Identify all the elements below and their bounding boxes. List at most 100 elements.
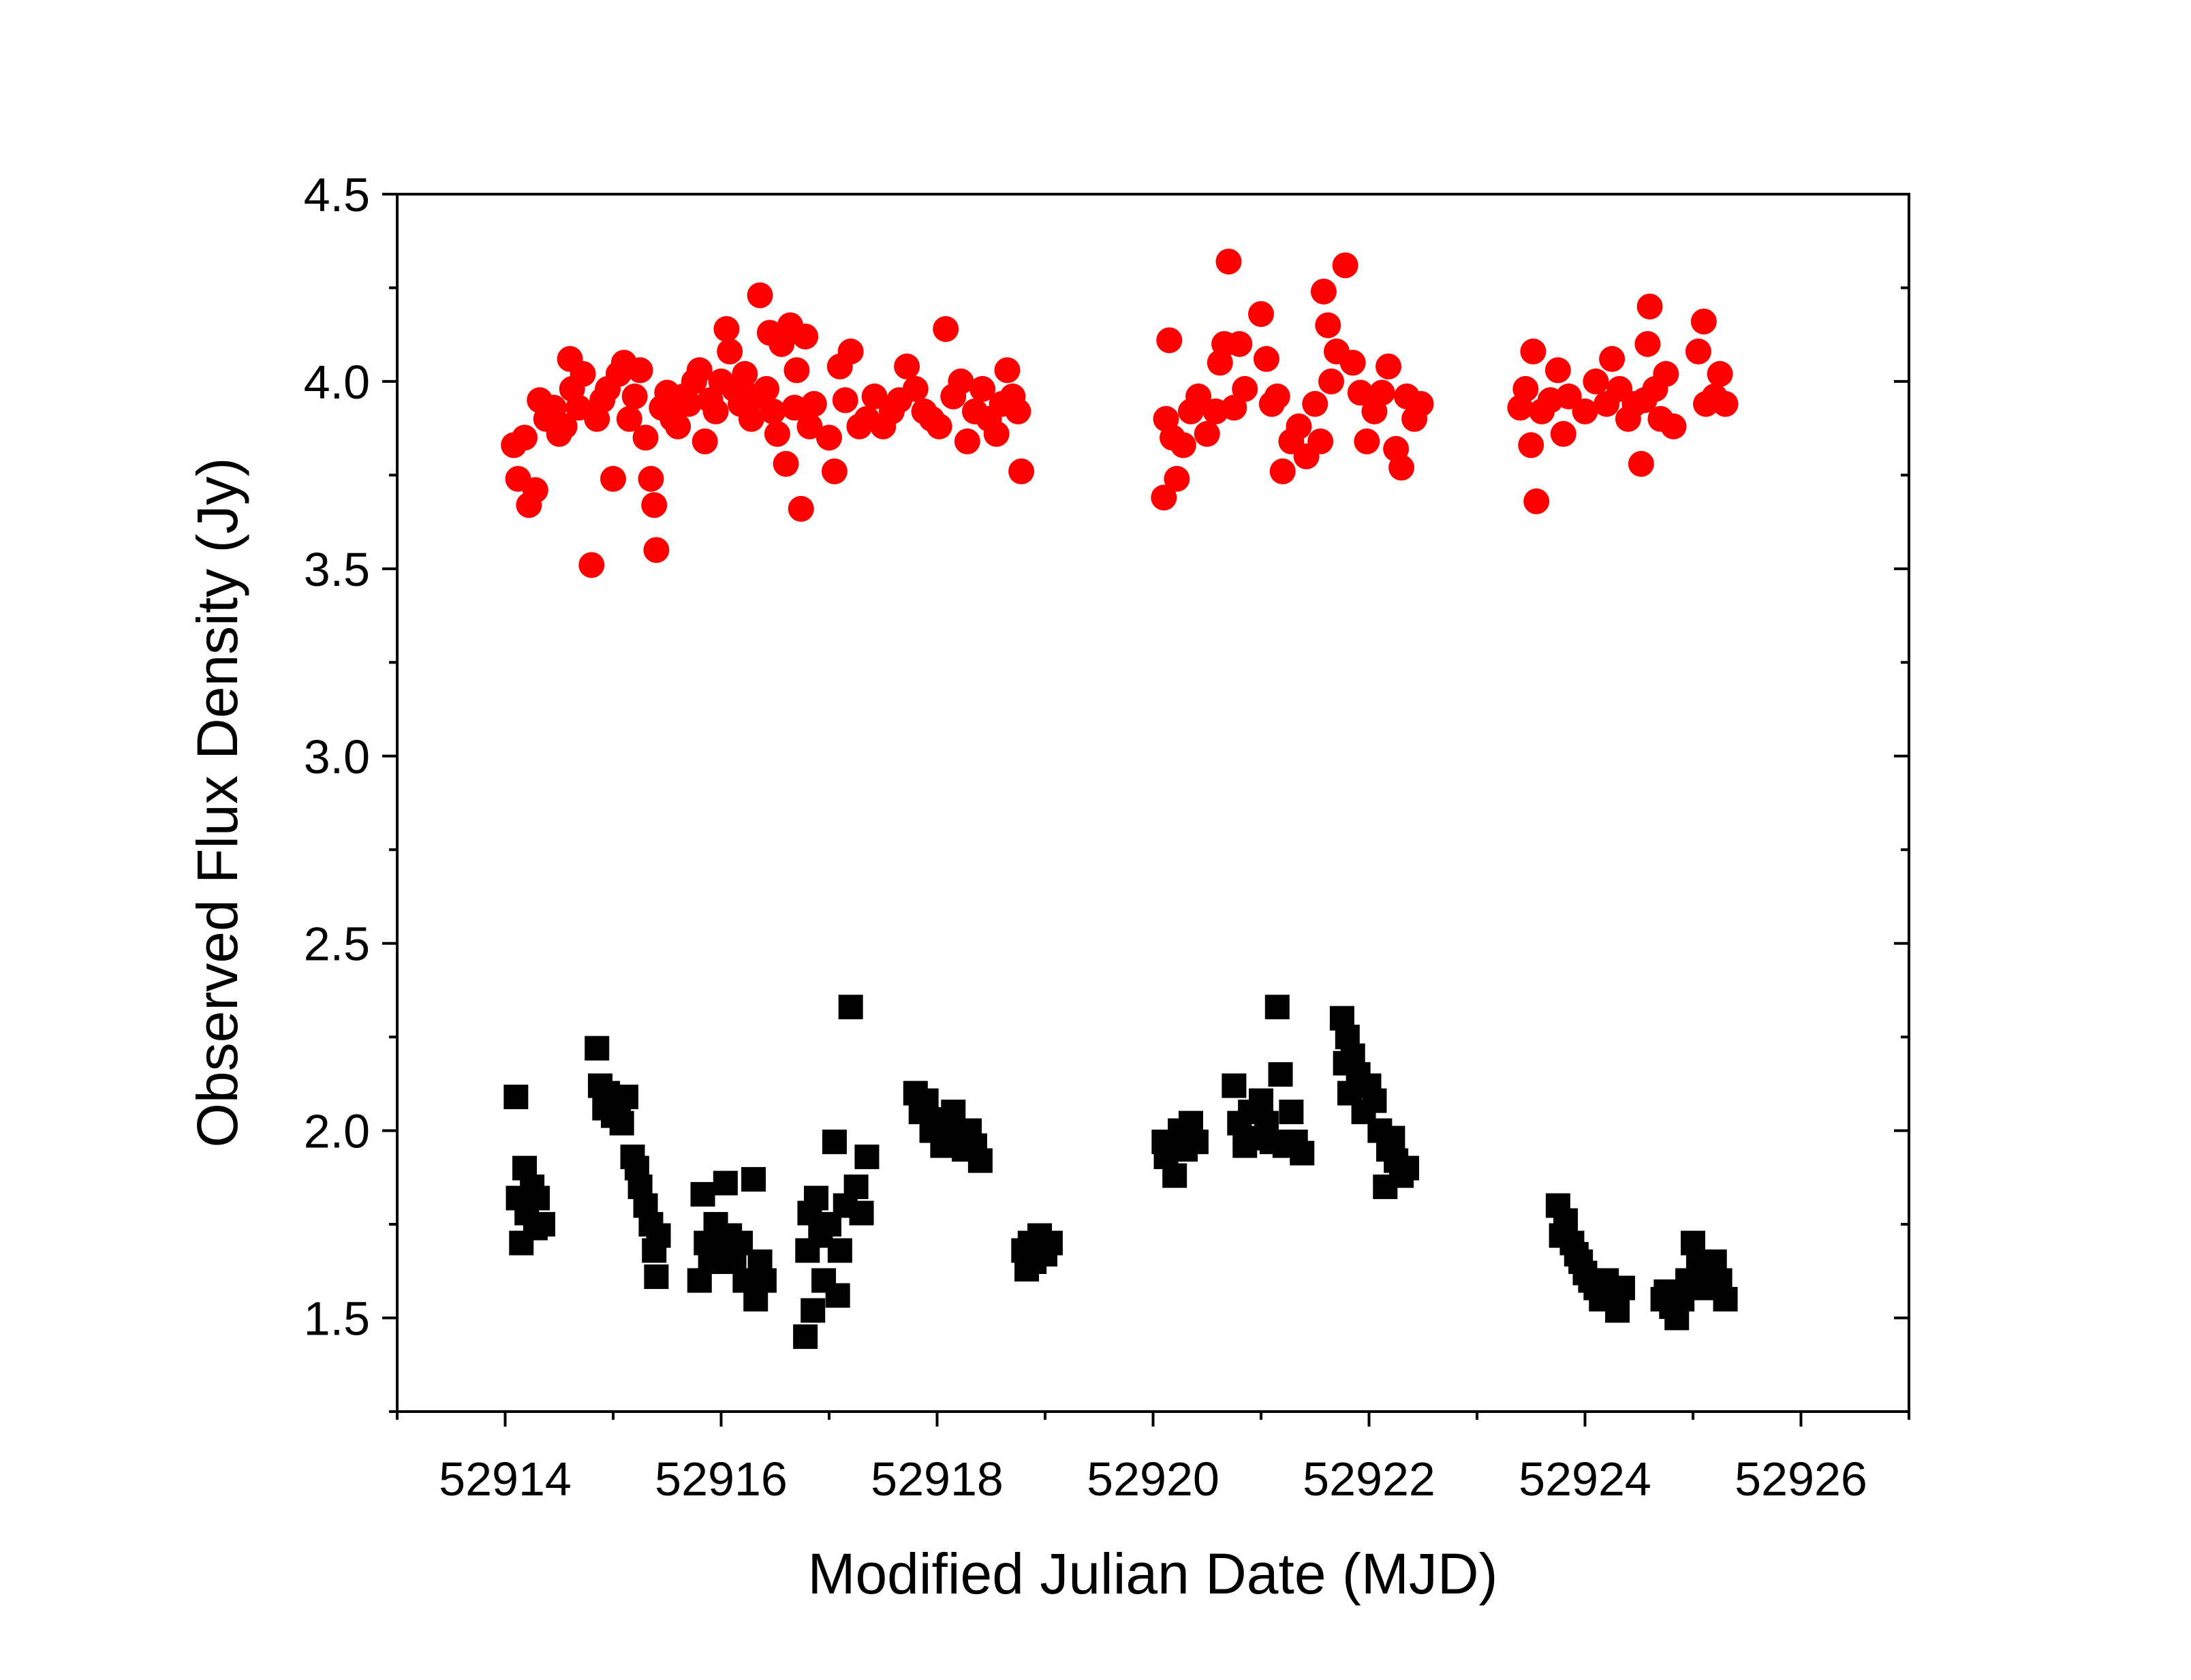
data-point-square [1038, 1230, 1063, 1256]
y-axis-title: Observed Flux Density (Jy) [185, 458, 249, 1148]
x-tick-label: 52914 [439, 1452, 572, 1506]
data-point-circle [1215, 248, 1242, 275]
data-point-circle [713, 315, 740, 342]
data-point-circle [1712, 390, 1739, 417]
data-point-circle [665, 413, 692, 439]
data-point-circle [600, 465, 626, 492]
red-circle-series [501, 248, 1739, 578]
data-point-circle [621, 383, 648, 409]
data-point-circle [816, 424, 842, 451]
data-point-square [1362, 1088, 1387, 1113]
data-point-circle [686, 357, 713, 384]
data-point-circle [1310, 278, 1337, 305]
data-point-square [614, 1085, 639, 1110]
data-point-square [854, 1145, 880, 1170]
data-point-circle [933, 315, 959, 342]
data-point-square [1162, 1163, 1187, 1188]
data-point-circle [1170, 432, 1196, 458]
data-point-square [503, 1085, 529, 1110]
data-point-square [1713, 1287, 1738, 1312]
data-point-circle [1347, 379, 1373, 406]
data-point-circle [1376, 353, 1402, 379]
data-point-circle [1253, 345, 1279, 372]
data-point-circle [641, 492, 668, 518]
data-point-circle [551, 413, 578, 439]
data-point-circle [783, 357, 810, 384]
data-point-square [1268, 1062, 1293, 1087]
data-point-circle [1550, 420, 1576, 447]
data-point-square [530, 1212, 555, 1237]
data-point-square [1222, 1073, 1247, 1098]
data-point-circle [1339, 349, 1366, 376]
data-point-square [585, 1036, 610, 1061]
data-point-circle [1264, 383, 1290, 409]
data-point-circle [1318, 368, 1345, 394]
data-point-square [713, 1170, 738, 1196]
data-point-circle [1194, 420, 1220, 447]
data-point-circle [1232, 375, 1258, 402]
data-point-square [967, 1148, 993, 1173]
data-point-square [525, 1185, 550, 1211]
data-point-circle [747, 282, 773, 309]
data-point-circle [1332, 252, 1358, 279]
data-point-circle [578, 552, 605, 578]
data-point-circle [753, 375, 780, 402]
data-point-square [1279, 1100, 1304, 1125]
data-point-square [827, 1238, 852, 1263]
data-point-circle [1685, 338, 1711, 364]
data-point-circle [632, 424, 659, 451]
data-point-circle [717, 338, 743, 364]
data-point-circle [788, 495, 814, 522]
data-point-circle [1151, 484, 1177, 511]
data-point-circle [1286, 413, 1312, 439]
data-point-square [1610, 1275, 1635, 1301]
data-point-circle [1690, 308, 1717, 335]
data-point-square [838, 995, 863, 1020]
data-point-circle [1408, 390, 1434, 417]
data-point-square [1264, 995, 1290, 1020]
data-point-circle [1544, 357, 1571, 384]
data-point-circle [832, 387, 858, 414]
data-point-circle [781, 394, 808, 421]
data-point-square [825, 1283, 850, 1308]
data-point-square [1290, 1140, 1315, 1166]
data-point-circle [1221, 394, 1247, 421]
data-point-square [849, 1200, 874, 1226]
data-point-square [646, 1223, 671, 1248]
data-point-circle [1636, 293, 1663, 320]
data-point-circle [969, 375, 996, 402]
data-point-circle [801, 390, 827, 417]
data-point-square [793, 1324, 818, 1350]
data-point-circle [1008, 458, 1035, 484]
data-point-circle [627, 357, 653, 384]
data-point-circle [1388, 454, 1415, 481]
y-tick-label: 3.5 [304, 543, 370, 596]
data-point-circle [994, 357, 1021, 384]
data-point-circle [675, 390, 702, 417]
data-point-circle [1369, 379, 1395, 406]
data-point-square [822, 1130, 847, 1155]
data-point-circle [1354, 428, 1380, 454]
x-axis-ticks [396, 1412, 1910, 1427]
data-point-square [741, 1167, 766, 1192]
data-point-circle [1707, 360, 1733, 387]
data-point-circle [764, 420, 790, 447]
data-point-circle [1226, 330, 1253, 357]
data-point-circle [948, 368, 974, 394]
x-tick-label: 52924 [1519, 1452, 1651, 1506]
data-point-circle [1302, 390, 1328, 417]
data-point-circle [692, 428, 718, 454]
data-point-circle [1628, 450, 1654, 477]
data-point-circle [792, 323, 819, 349]
data-point-circle [643, 537, 670, 563]
data-point-circle [902, 375, 929, 402]
data-point-circle [894, 353, 920, 379]
data-point-circle [638, 465, 664, 492]
y-axis-tick-labels: 1.5 2.0 2.5 3.0 3.5 4.0 4.5 [304, 168, 370, 1345]
data-point-circle [616, 405, 642, 432]
data-point-circle [702, 398, 729, 424]
data-point-square [644, 1264, 669, 1290]
data-point-circle [926, 413, 952, 439]
data-point-square [801, 1298, 826, 1323]
